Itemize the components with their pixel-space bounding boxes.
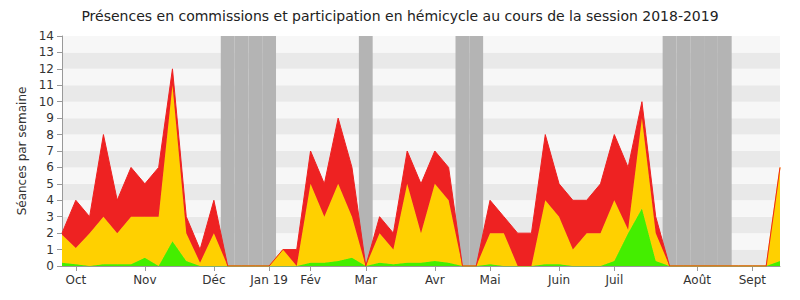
svg-text:1: 1 bbox=[46, 243, 54, 257]
svg-text:Mai: Mai bbox=[480, 273, 501, 287]
svg-text:2: 2 bbox=[46, 226, 54, 240]
svg-text:12: 12 bbox=[39, 62, 54, 76]
svg-text:13: 13 bbox=[39, 45, 54, 59]
svg-text:Séances par semaine: Séances par semaine bbox=[15, 87, 29, 216]
svg-text:6: 6 bbox=[46, 160, 54, 174]
svg-text:Présences en commissions et pa: Présences en commissions et participatio… bbox=[81, 8, 718, 24]
svg-text:Juil: Juil bbox=[604, 273, 623, 287]
svg-text:11: 11 bbox=[39, 78, 54, 92]
svg-text:Déc: Déc bbox=[202, 273, 225, 287]
svg-text:Avr: Avr bbox=[425, 273, 445, 287]
svg-text:Jan 19: Jan 19 bbox=[249, 273, 288, 287]
svg-text:0: 0 bbox=[46, 259, 54, 273]
svg-text:9: 9 bbox=[46, 111, 54, 125]
svg-text:3: 3 bbox=[46, 210, 54, 224]
svg-text:Mar: Mar bbox=[354, 273, 377, 287]
svg-text:Sept: Sept bbox=[739, 273, 767, 287]
svg-text:4: 4 bbox=[46, 193, 54, 207]
svg-text:Juin: Juin bbox=[547, 273, 570, 287]
svg-text:14: 14 bbox=[39, 29, 54, 43]
svg-text:Fév: Fév bbox=[300, 273, 321, 287]
svg-text:Août: Août bbox=[683, 273, 711, 287]
svg-text:8: 8 bbox=[46, 128, 54, 142]
svg-text:5: 5 bbox=[46, 177, 54, 191]
svg-text:10: 10 bbox=[39, 95, 54, 109]
svg-text:Nov: Nov bbox=[133, 273, 156, 287]
svg-text:Oct: Oct bbox=[65, 273, 86, 287]
svg-text:7: 7 bbox=[46, 144, 54, 158]
